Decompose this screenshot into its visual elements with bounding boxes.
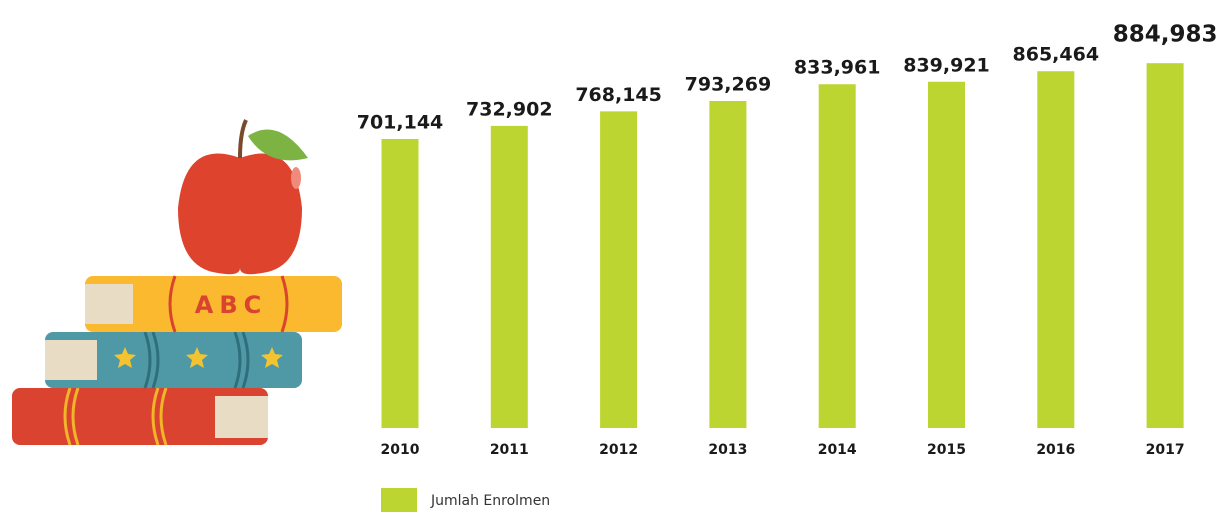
- bar: [818, 84, 856, 428]
- book-stars: [114, 347, 283, 368]
- bar: [1146, 63, 1184, 429]
- bar: [709, 100, 747, 428]
- book-bands: [63, 387, 168, 446]
- data-label: 793,269: [685, 73, 772, 95]
- legend-swatch: [381, 488, 417, 512]
- apple: [178, 153, 302, 275]
- x-tick-label: 2011: [490, 442, 529, 458]
- data-label: 701,144: [357, 111, 444, 133]
- apple-shine: [291, 167, 301, 189]
- x-tick-label: 2017: [1146, 442, 1185, 458]
- data-label: 833,961: [794, 57, 881, 79]
- apple-stem: [238, 119, 248, 159]
- data-label: 884,983: [1113, 22, 1218, 48]
- book-yellow: [85, 276, 342, 332]
- book-bands: [143, 331, 250, 389]
- book-pages: [45, 340, 97, 380]
- x-tick-label: 2013: [708, 442, 747, 458]
- bar: [928, 81, 965, 428]
- apple-leaf: [248, 129, 308, 161]
- book-label: ABC: [195, 291, 267, 319]
- book-red: [12, 388, 268, 445]
- bar: [490, 125, 528, 429]
- book-pages: [215, 396, 268, 438]
- bar: [600, 111, 638, 428]
- x-tick-label: 2016: [1036, 442, 1075, 458]
- data-label: 839,921: [903, 54, 990, 76]
- x-tick-label: 2010: [381, 442, 420, 458]
- x-tick-label: 2014: [818, 442, 857, 458]
- data-label: 865,464: [1013, 44, 1100, 66]
- illustration: ABC: [12, 119, 342, 446]
- book-bands: [168, 275, 289, 333]
- bar: [381, 138, 419, 429]
- x-tick-label: 2015: [927, 442, 966, 458]
- data-label: 768,145: [575, 84, 662, 106]
- bar: [1037, 71, 1075, 428]
- x-tick-label: 2012: [599, 442, 638, 458]
- legend-label: Jumlah Enrolmen: [430, 493, 550, 509]
- data-label: 732,902: [466, 98, 553, 120]
- book-pages: [85, 284, 133, 324]
